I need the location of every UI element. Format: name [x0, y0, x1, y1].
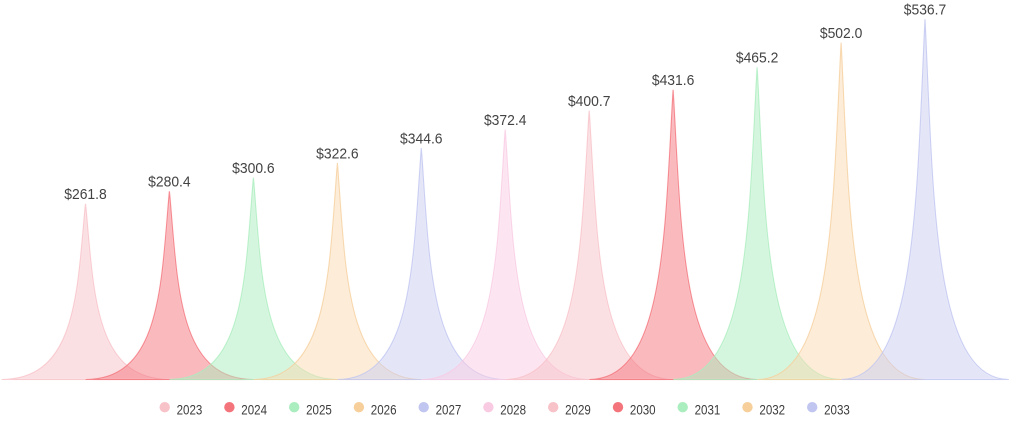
svg-text:2033: 2033: [824, 403, 850, 417]
svg-text:$344.6: $344.6: [400, 131, 443, 148]
svg-text:$280.4: $280.4: [148, 174, 191, 191]
svg-text:$431.6: $431.6: [652, 72, 695, 89]
svg-text:$372.4: $372.4: [484, 112, 527, 129]
svg-text:2027: 2027: [436, 403, 462, 417]
svg-text:2023: 2023: [177, 403, 203, 417]
svg-text:2024: 2024: [241, 403, 267, 417]
svg-text:2031: 2031: [695, 403, 721, 417]
svg-text:$536.7: $536.7: [904, 2, 947, 19]
svg-text:2028: 2028: [500, 403, 526, 417]
svg-text:2030: 2030: [630, 403, 656, 417]
svg-text:2025: 2025: [306, 403, 332, 417]
svg-text:$465.2: $465.2: [736, 50, 779, 67]
svg-text:2032: 2032: [759, 403, 785, 417]
svg-text:2026: 2026: [371, 403, 397, 417]
svg-text:$322.6: $322.6: [316, 145, 359, 162]
svg-text:$400.7: $400.7: [568, 93, 611, 110]
svg-text:2029: 2029: [565, 403, 591, 417]
svg-text:$300.6: $300.6: [232, 160, 275, 177]
svg-text:$261.8: $261.8: [64, 186, 107, 203]
svg-text:$502.0: $502.0: [820, 25, 863, 42]
